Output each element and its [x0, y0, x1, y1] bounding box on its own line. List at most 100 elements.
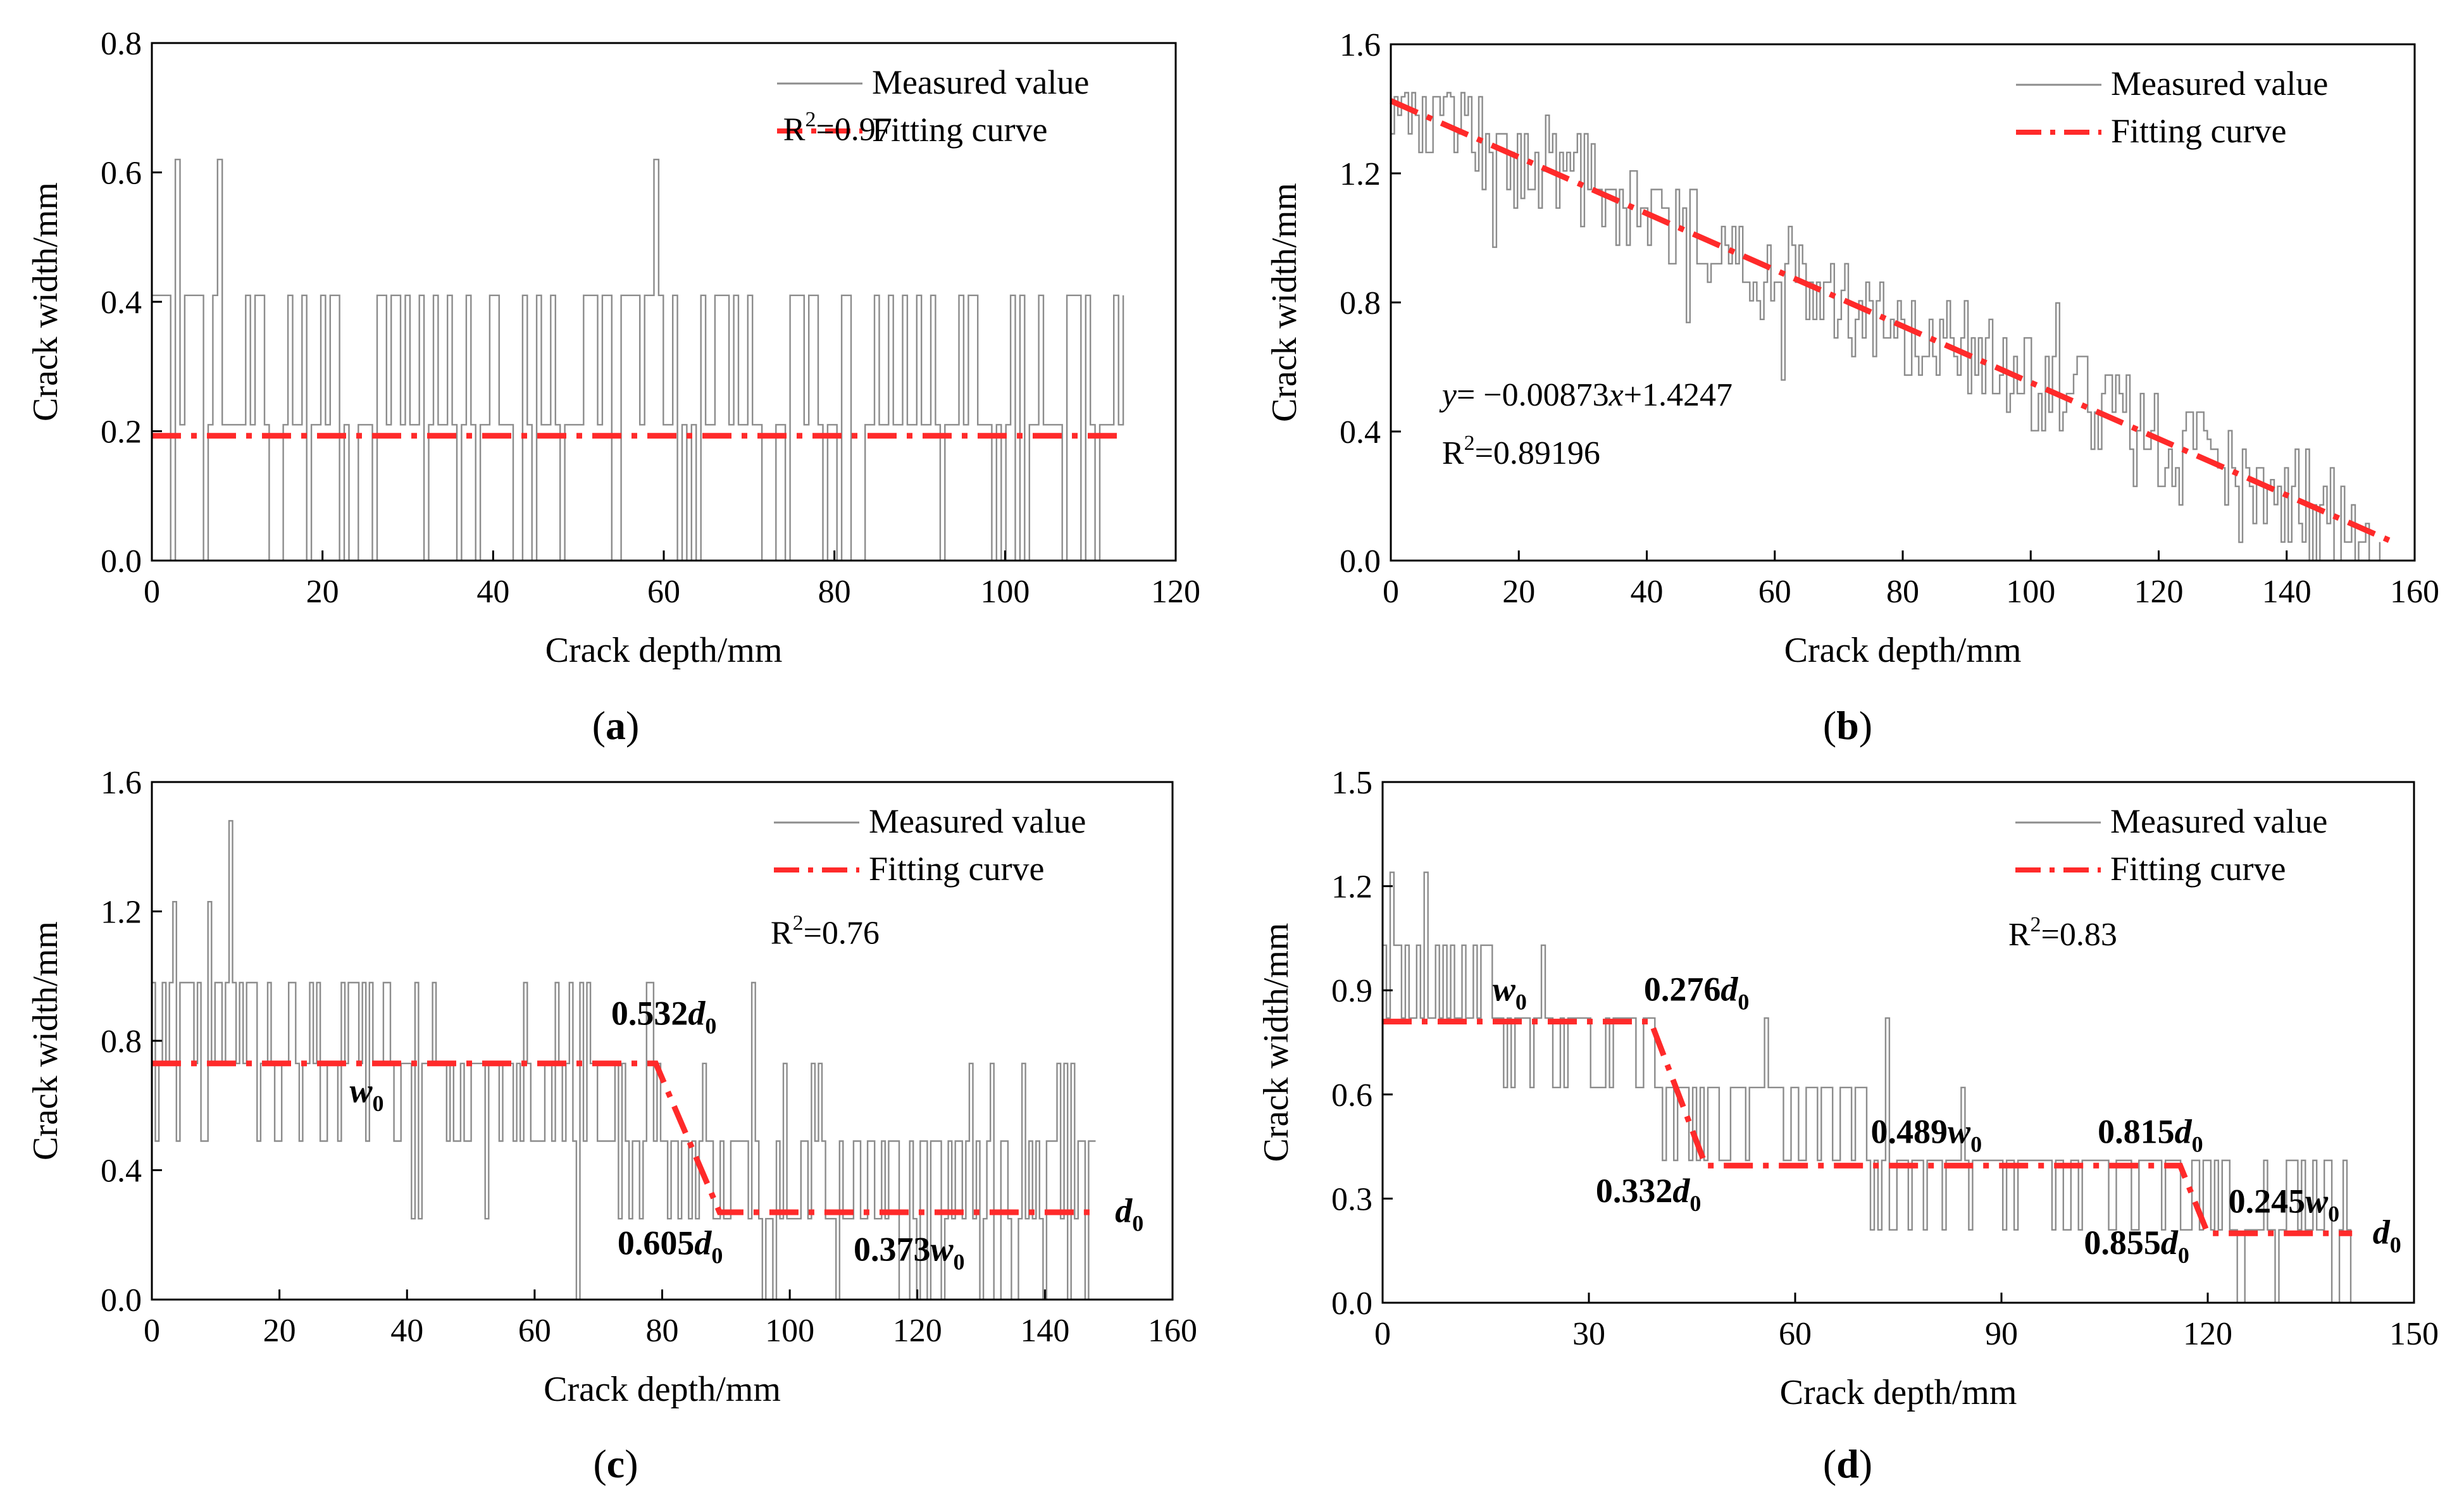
y-tick-label: 1.6	[101, 765, 142, 801]
breakpoint-annotation: 0.532d0	[611, 994, 717, 1038]
x-tick-label: 120	[2183, 1316, 2232, 1352]
measured-value-series	[152, 158, 1124, 562]
r-squared-annotation: R2=0.76	[771, 912, 880, 952]
x-tick-label: 80	[646, 1313, 679, 1349]
x-tick-label: 120	[893, 1313, 942, 1349]
y-tick-label: 0.2	[101, 414, 142, 450]
x-tick-label: 120	[1151, 574, 1200, 610]
legend-fitting-label: Fitting curve	[2111, 112, 2286, 150]
fitting-curve-series	[1383, 1019, 2353, 1236]
breakpoint-annotation: 0.373w0	[854, 1231, 965, 1275]
chart-panel-b: 0 20 40 60 80 100 120 140 160 0.0 0.4 0.8 1.2 1.6 Crac…	[1265, 27, 2439, 748]
x-tick-label: 0	[1383, 574, 1399, 610]
breakpoint-annotation: 0.605d0	[618, 1224, 723, 1268]
legend-measured-label: Measured value	[2111, 65, 2328, 102]
y-tick-label: 0.6	[1331, 1077, 1372, 1114]
y-tick-label: 0.0	[1331, 1286, 1372, 1322]
panel-label: (b)	[1823, 703, 1872, 748]
x-tick-label: 160	[1148, 1313, 1197, 1349]
regression-equation: y= −0.00873x+1.4247	[1439, 377, 1733, 413]
r-squared-annotation: R2=0.97	[783, 108, 892, 147]
y-axis-title: Crack width/mm	[1265, 183, 1304, 422]
measured-value-series	[1383, 871, 2352, 1304]
y-axis-title: Crack width/mm	[26, 921, 65, 1160]
breakpoint-annotation: 0.332d0	[1596, 1172, 1702, 1216]
y-tick-label: 0.6	[101, 156, 142, 192]
x-tick-label: 100	[765, 1313, 814, 1349]
y-tick-label: 1.2	[1340, 156, 1381, 192]
x-axis-title: Crack depth/mm	[1780, 1373, 2017, 1412]
x-tick-label: 80	[818, 574, 851, 610]
y-tick-label: 1.2	[1331, 869, 1372, 905]
r-squared-annotation: R2=0.89196	[1442, 432, 1600, 471]
breakpoint-annotation: 0.276d0	[1644, 971, 1750, 1015]
x-tick-label: 80	[1886, 574, 1919, 610]
x-tick-label: 100	[980, 574, 1030, 610]
x-tick-label: 120	[2134, 574, 2184, 610]
measured-value-series	[1391, 92, 2381, 562]
y-tick-label: 0.8	[1340, 285, 1381, 321]
x-tick-label: 40	[1631, 574, 1664, 610]
x-tick-label: 40	[476, 574, 509, 610]
fitting-curve-series	[152, 1060, 1096, 1215]
legend-fitting-label: Fitting curve	[2110, 850, 2286, 888]
y-axis-title: Crack width/mm	[26, 182, 65, 421]
breakpoint-annotation: d0	[2373, 1214, 2401, 1258]
x-tick-label: 60	[518, 1313, 551, 1349]
y-tick-label: 0.4	[1340, 414, 1381, 450]
y-tick-label: 1.5	[1331, 765, 1372, 801]
r-squared-annotation: R2=0.83	[2008, 913, 2117, 953]
x-axis-title: Crack depth/mm	[545, 631, 783, 670]
x-tick-label: 160	[2390, 574, 2439, 610]
chart-panel-a: 0 20 40 60 80 100 120 0.0 0.2 0.4 0.6 0.8 Crack dept…	[26, 26, 1200, 748]
y-tick-label: 0.0	[101, 543, 142, 580]
fitting-curve-series	[1390, 98, 2391, 543]
breakpoint-annotation: w0	[1493, 971, 1527, 1015]
breakpoint-annotation: w0	[350, 1072, 384, 1116]
x-tick-label: 20	[263, 1313, 296, 1349]
y-tick-label: 0.4	[101, 1153, 142, 1189]
legend-fitting-label: Fitting curve	[869, 850, 1044, 888]
legend-measured-label: Measured value	[872, 63, 1089, 101]
breakpoint-annotation: 0.815d0	[2098, 1113, 2203, 1157]
plot-frame	[1381, 781, 2415, 1304]
breakpoint-annotation: 0.489w0	[1871, 1113, 1982, 1157]
x-tick-label: 0	[144, 1313, 160, 1349]
x-tick-label: 60	[1758, 574, 1791, 610]
y-tick-label: 0.8	[101, 26, 142, 62]
breakpoint-annotation: 0.855d0	[2084, 1224, 2189, 1268]
y-tick-label: 0.4	[101, 285, 142, 321]
y-axis-title: Crack width/mm	[1257, 923, 1296, 1162]
x-tick-label: 140	[1020, 1313, 1069, 1349]
panel-label: (d)	[1823, 1441, 1872, 1486]
y-tick-label: 0.8	[101, 1024, 142, 1060]
panel-label: (a)	[592, 703, 640, 748]
chart-panel-c: 0 20 40 60 80 100 120 140 160 0.0 0.4 0.8 1.2 1.6 Crac…	[26, 765, 1197, 1486]
legend-measured-label: Measured value	[869, 802, 1086, 840]
x-tick-label: 100	[2006, 574, 2055, 610]
legend-fitting-label: Fitting curve	[872, 111, 1047, 149]
y-tick-label: 0.3	[1331, 1181, 1372, 1217]
y-tick-label: 0.0	[101, 1282, 142, 1319]
breakpoint-annotation: 0.245w0	[2229, 1182, 2340, 1226]
chart-panel-d: 0 30 60 90 120 150 0.0 0.3 0.6 0.9 1.2 1.5 Crack dep…	[1257, 765, 2439, 1486]
x-tick-label: 20	[306, 574, 339, 610]
x-axis-title: Crack depth/mm	[544, 1370, 781, 1409]
x-tick-label: 90	[1985, 1316, 2018, 1352]
y-tick-label: 0.0	[1340, 543, 1381, 580]
x-tick-label: 60	[647, 574, 680, 610]
x-tick-label: 60	[1779, 1316, 1812, 1352]
y-tick-label: 1.2	[101, 895, 142, 931]
breakpoint-annotation: d0	[1115, 1191, 1143, 1236]
x-axis-title: Crack depth/mm	[1784, 631, 2022, 670]
y-tick-label: 1.6	[1340, 27, 1381, 63]
x-tick-label: 0	[144, 574, 160, 610]
x-tick-label: 140	[2262, 574, 2312, 610]
x-tick-label: 30	[1572, 1316, 1605, 1352]
x-tick-label: 0	[1374, 1316, 1391, 1352]
legend-measured-label: Measured value	[2110, 802, 2327, 840]
x-tick-label: 40	[390, 1313, 423, 1349]
x-tick-label: 150	[2389, 1316, 2439, 1352]
